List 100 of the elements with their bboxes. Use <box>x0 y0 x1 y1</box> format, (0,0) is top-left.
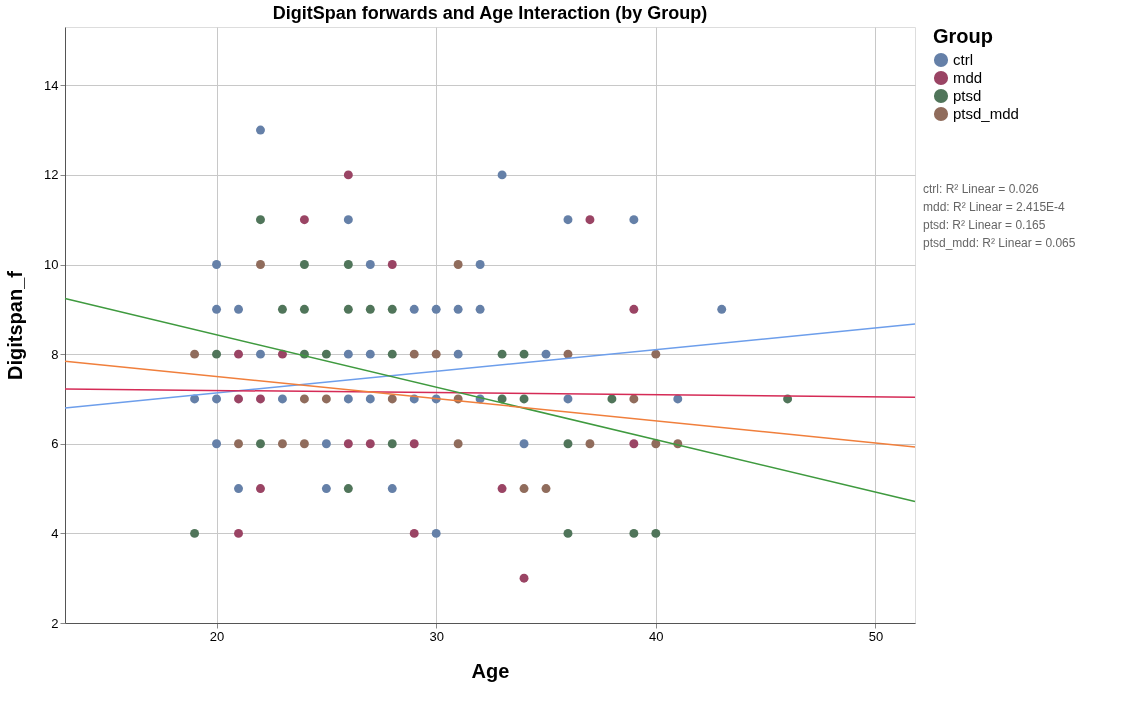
point <box>190 528 200 538</box>
point <box>651 349 661 359</box>
point <box>256 260 265 269</box>
legend-title: Group <box>933 25 993 47</box>
point <box>629 394 639 404</box>
x-tick-label: 30 <box>429 628 444 644</box>
y-tick-label: 8 <box>51 346 59 362</box>
legend-label: ptsd <box>953 87 982 104</box>
legend-label: mdd <box>953 69 983 86</box>
point <box>563 215 573 225</box>
x-tick-label: 20 <box>209 628 225 644</box>
point <box>453 260 463 269</box>
text: ptsd_mdd: R² Linear = 0.065 <box>923 236 1076 250</box>
point <box>629 215 639 225</box>
point <box>563 394 573 404</box>
point <box>475 304 485 314</box>
y-tick-label: 12 <box>44 167 59 183</box>
point <box>212 394 222 404</box>
point <box>343 394 353 404</box>
point <box>453 439 463 449</box>
point <box>629 439 639 449</box>
point <box>343 260 353 269</box>
point <box>387 260 397 269</box>
point <box>343 304 353 314</box>
point <box>475 260 485 269</box>
point <box>607 394 617 404</box>
point <box>563 528 573 538</box>
point <box>365 394 375 404</box>
legend-label: ctrl <box>953 51 973 68</box>
point <box>365 439 375 449</box>
point <box>212 304 222 314</box>
point <box>321 394 331 404</box>
point <box>234 349 243 359</box>
point <box>387 484 397 494</box>
x-tick-label: 50 <box>868 628 884 644</box>
point <box>277 439 287 449</box>
point <box>409 349 419 359</box>
point <box>299 304 309 314</box>
point <box>256 439 265 449</box>
point <box>387 439 397 449</box>
point <box>343 215 353 225</box>
y-tick-label: 2 <box>51 615 59 631</box>
point <box>519 394 529 404</box>
point <box>365 260 375 269</box>
point <box>277 304 287 314</box>
y-tick-label: 10 <box>44 257 59 272</box>
point <box>365 304 375 314</box>
y-tick-label: 4 <box>51 525 59 541</box>
point <box>277 394 287 404</box>
point <box>190 349 200 359</box>
point <box>321 439 331 449</box>
point <box>321 484 331 494</box>
point <box>387 394 397 404</box>
point <box>519 439 529 449</box>
point <box>519 349 529 359</box>
point <box>212 439 222 449</box>
point <box>321 349 331 359</box>
point <box>585 439 595 449</box>
point <box>431 304 441 314</box>
point <box>256 215 265 225</box>
point <box>299 439 309 449</box>
point <box>431 349 441 359</box>
point <box>453 304 463 314</box>
point <box>212 260 222 269</box>
point <box>343 484 353 494</box>
chart-title: DigitSpan forwards and Age Interaction (by Group) <box>272 3 708 23</box>
point <box>212 349 222 359</box>
x-axis-title: Age <box>471 659 510 682</box>
point <box>431 528 441 538</box>
point <box>299 394 309 404</box>
point <box>497 349 507 359</box>
point <box>497 170 507 180</box>
point <box>563 439 573 449</box>
point <box>453 349 463 359</box>
point <box>387 304 397 314</box>
y-tick-label: 6 <box>51 436 59 452</box>
point <box>256 349 265 359</box>
point <box>343 439 353 449</box>
point <box>409 304 419 314</box>
point <box>651 528 661 538</box>
point <box>541 484 551 494</box>
point <box>629 304 639 314</box>
point <box>541 349 551 359</box>
point <box>365 349 375 359</box>
point <box>234 304 243 314</box>
point <box>519 573 529 583</box>
x-tick-label: 40 <box>649 628 664 644</box>
point <box>585 215 595 225</box>
point <box>519 484 529 494</box>
text: mdd: R² Linear = 2.415E-4 <box>923 200 1066 214</box>
point <box>299 215 309 225</box>
point <box>234 528 243 538</box>
y-axis-title: Digitspan_f <box>4 270 27 380</box>
point <box>256 394 265 404</box>
point <box>497 484 507 494</box>
point <box>343 170 353 180</box>
point <box>256 484 265 494</box>
legend-label: ptsd_mdd <box>953 105 1019 122</box>
point <box>256 125 265 135</box>
point <box>299 260 309 269</box>
